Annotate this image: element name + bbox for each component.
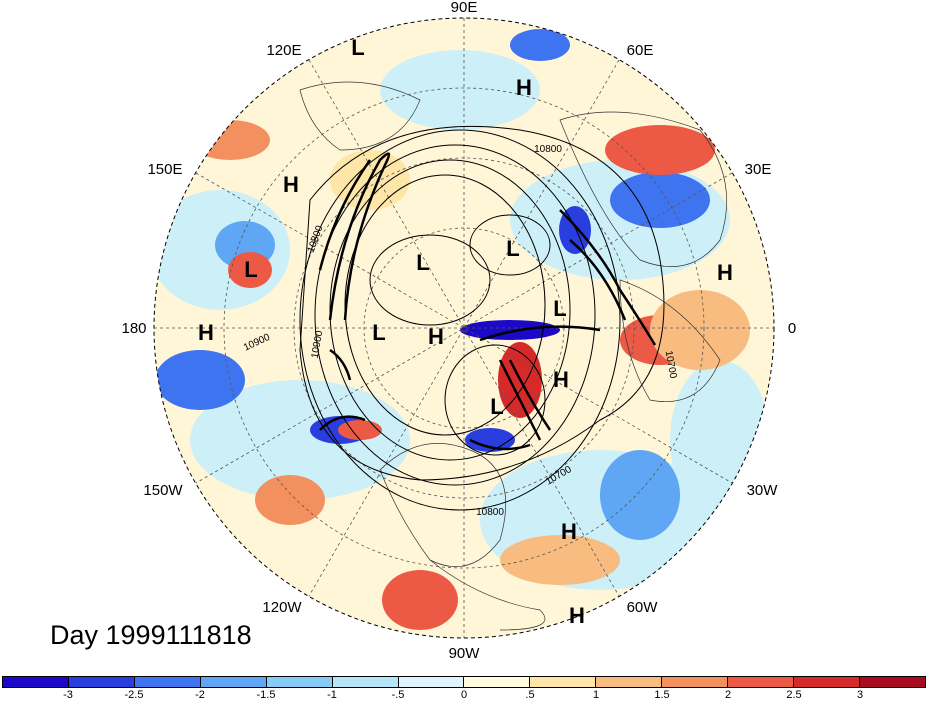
high-pressure-marker: H [428, 324, 444, 349]
colorbar-tick-labels: -3 -2.5 -2 -1.5 -1 -.5 0 .5 1 1.5 2 2.5 3 [2, 689, 926, 702]
anomaly-field [154, 18, 774, 638]
colorbar-tick-label: -1 [327, 689, 337, 701]
high-pressure-marker: H [569, 603, 585, 628]
lon-label-60e: 60E [627, 42, 654, 59]
colorbar-tick-label: 1 [592, 689, 600, 701]
lon-label-60w: 60W [627, 599, 659, 616]
lon-label-120e: 120E [266, 42, 301, 59]
lon-label-90w: 90W [449, 645, 481, 662]
colorbar-segment [662, 677, 729, 687]
colorbar-segment [134, 677, 201, 687]
colorbar-tick-label: 2 [724, 689, 732, 701]
low-pressure-marker: L [416, 250, 429, 275]
map-boundary [153, 17, 775, 639]
colorbar-tick-label: -1.5 [256, 689, 276, 701]
polar-map: 90E 60E 30E 0 30W 60W 90W 120W 150W 180 … [121, 0, 796, 662]
low-pressure-marker: L [244, 257, 257, 282]
colorbar-segment [530, 677, 597, 687]
longitude-labels: 90E 60E 30E 0 30W 60W 90W 120W 150W 180 … [121, 0, 796, 662]
contour-label: 10800 [534, 144, 562, 155]
colorbar-tick-label: .5 [525, 689, 535, 701]
colorbar-segment [794, 677, 860, 687]
high-pressure-marker: H [561, 519, 577, 544]
contour-label: 10800 [476, 507, 504, 518]
coastlines [299, 81, 728, 631]
lon-label-0: 0 [788, 320, 796, 337]
high-pressure-marker: H [198, 320, 214, 345]
colorbar-segment [596, 677, 663, 687]
lon-label-180: 180 [121, 320, 146, 337]
lon-label-150w: 150W [143, 482, 183, 499]
low-pressure-marker: L [506, 236, 519, 261]
colorbar [2, 676, 926, 688]
low-pressure-marker: L [553, 296, 566, 321]
colorbar-segment [464, 677, 531, 687]
low-pressure-marker: L [490, 394, 503, 419]
colorbar-segment [3, 677, 69, 687]
lon-label-120w: 120W [262, 599, 302, 616]
high-pressure-marker: H [553, 367, 569, 392]
colorbar-segment [68, 677, 135, 687]
colorbar-segment [859, 677, 925, 687]
colorbar-segment [200, 677, 267, 687]
colorbar-tick-label: -.5 [391, 689, 405, 701]
lon-label-150e: 150E [147, 161, 182, 178]
colorbar-tick-label: 0 [460, 689, 468, 701]
graticule [154, 18, 774, 638]
colorbar-tick-label: -2.5 [124, 689, 144, 701]
colorbar-segment [266, 677, 333, 687]
colorbar-segment [728, 677, 795, 687]
pressure-centers: L H H L L L H L L H L H H H L H [198, 35, 733, 628]
high-pressure-marker: H [717, 260, 733, 285]
contour-label: 10700 [663, 350, 679, 380]
colorbar-tick-label: 2.5 [786, 689, 802, 701]
colorbar-tick-label: -2 [195, 689, 205, 701]
contour-label: 10900 [310, 329, 326, 359]
lon-label-90e: 90E [451, 0, 478, 16]
colorbar-segment [398, 677, 465, 687]
day-label: Day 1999111818 [50, 620, 252, 650]
colorbar-tick-label: 1.5 [654, 689, 670, 701]
jet-streaks [318, 152, 657, 451]
colorbar-tick-label: -3 [63, 689, 73, 701]
high-pressure-marker: H [516, 75, 532, 100]
colorbar-segment [332, 677, 399, 687]
low-pressure-marker: L [372, 320, 385, 345]
lon-label-30e: 30E [745, 161, 772, 178]
lon-label-30w: 30W [747, 482, 779, 499]
high-pressure-marker: H [283, 172, 299, 197]
colorbar-tick-label: 3 [856, 689, 864, 701]
low-pressure-marker: L [351, 35, 364, 60]
